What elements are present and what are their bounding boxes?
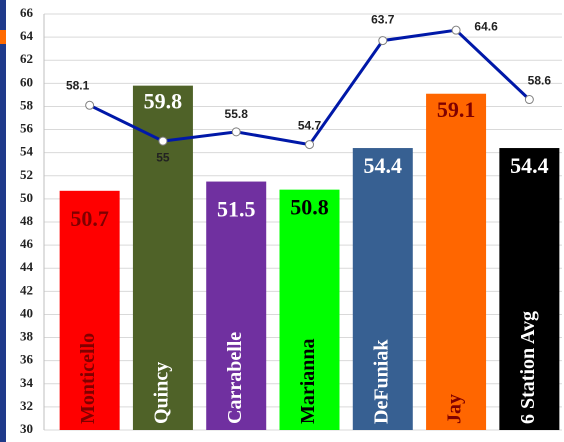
y-tick-label: 64: [20, 28, 34, 43]
bar: [499, 148, 560, 431]
category-label: Jay: [444, 394, 466, 424]
line-value-label: 58.1: [66, 78, 90, 92]
line-marker: [524, 95, 534, 105]
bar: [279, 189, 340, 430]
y-tick-label: 54: [20, 144, 34, 159]
line-value-label: 58.6: [528, 74, 552, 88]
line-marker: [231, 127, 241, 137]
bar: [206, 181, 267, 430]
y-tick-label: 32: [20, 398, 33, 413]
line-value-label: 63.7: [371, 13, 395, 27]
y-tick-label: 56: [20, 121, 34, 136]
value-label: 59.1: [437, 97, 476, 122]
y-tick-label: 44: [20, 259, 34, 274]
value-label: 54.4: [510, 153, 549, 178]
bar: [352, 148, 413, 431]
value-label: 59.8: [144, 89, 183, 114]
y-tick-label: 38: [20, 329, 34, 344]
bar: [426, 93, 487, 430]
line-value-label: 54.7: [298, 119, 322, 133]
line-marker: [158, 136, 168, 146]
line-value-label: 55: [156, 150, 170, 164]
y-tick-label: 52: [20, 167, 33, 182]
y-tick-label: 36: [20, 352, 34, 367]
value-label: 50.7: [70, 206, 109, 231]
y-tick-label: 66: [20, 5, 34, 20]
line-value-label: 64.6: [474, 19, 498, 33]
y-tick-label: 42: [20, 282, 33, 297]
category-label: 6 Station Avg: [517, 311, 539, 424]
y-tick-label: 40: [20, 305, 33, 320]
line-value-label: 55.8: [225, 107, 249, 121]
category-label: Marianna: [297, 338, 319, 424]
y-tick-label: 60: [20, 74, 33, 89]
y-tick-label: 34: [20, 375, 34, 390]
category-label: Carrabelle: [224, 332, 246, 424]
category-label: Quincy: [151, 362, 173, 424]
y-tick-label: 62: [20, 51, 33, 66]
value-label: 50.8: [290, 195, 329, 220]
line-marker: [378, 36, 388, 46]
line-marker: [85, 100, 95, 110]
bar: [59, 190, 120, 430]
y-tick-label: 58: [20, 97, 34, 112]
category-label: Monticello: [77, 333, 99, 424]
value-label: 51.5: [217, 197, 256, 222]
value-label: 54.4: [364, 153, 403, 178]
window-edge: [0, 0, 6, 442]
y-tick-label: 30: [20, 421, 33, 436]
y-tick-label: 48: [20, 213, 34, 228]
y-tick-label: 50: [20, 190, 33, 205]
line-marker: [305, 140, 314, 150]
line-marker: [451, 25, 461, 35]
window-edge-accent: [0, 30, 6, 44]
category-label: DeFuniak: [370, 339, 392, 424]
y-tick-label: 46: [20, 236, 34, 251]
